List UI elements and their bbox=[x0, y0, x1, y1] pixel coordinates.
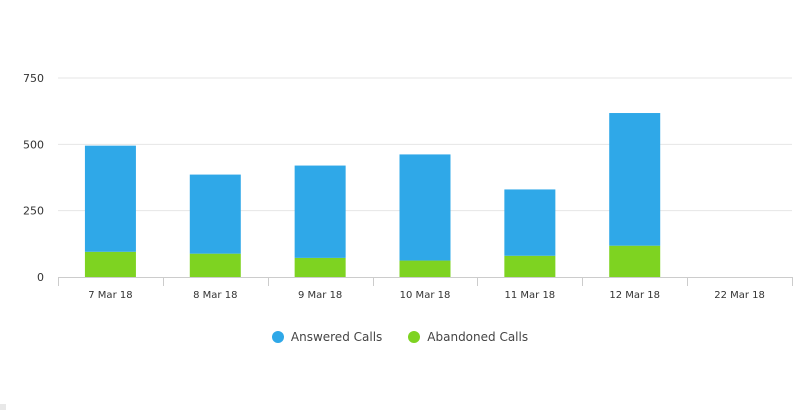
bar-answered-calls-5 bbox=[609, 113, 661, 246]
y-tick-label-0: 0 bbox=[37, 271, 44, 284]
y-tick-label-750: 750 bbox=[23, 72, 44, 85]
bar-answered-calls-1 bbox=[189, 174, 241, 254]
x-tick-label-0: 7 Mar 18 bbox=[88, 290, 132, 301]
bar-abandoned-calls-3 bbox=[399, 260, 451, 277]
bar-abandoned-calls-0 bbox=[84, 251, 136, 277]
legend-label-abandoned: Abandoned Calls bbox=[427, 330, 529, 344]
bar-answered-calls-4 bbox=[504, 189, 556, 256]
x-tick-label-3: 10 Mar 18 bbox=[400, 290, 451, 301]
legend-item-abandoned-calls[interactable]: Abandoned Calls bbox=[408, 330, 528, 344]
bar-abandoned-calls-5 bbox=[609, 245, 661, 277]
legend-item-answered-calls[interactable]: Answered Calls bbox=[271, 330, 383, 344]
x-tick-label-6: 22 Mar 18 bbox=[714, 290, 765, 301]
bar-answered-calls-0 bbox=[84, 145, 136, 252]
y-tick-label-500: 500 bbox=[23, 138, 44, 151]
bar-answered-calls-3 bbox=[399, 154, 451, 261]
bar-abandoned-calls-2 bbox=[294, 257, 346, 277]
legend-marker-abandoned bbox=[408, 331, 421, 343]
corner-decoration bbox=[0, 404, 6, 410]
legend-marker-answered bbox=[271, 331, 284, 343]
legend-label-answered: Answered Calls bbox=[290, 330, 383, 344]
bar-abandoned-calls-1 bbox=[189, 253, 241, 277]
x-tick-label-1: 8 Mar 18 bbox=[193, 290, 237, 301]
x-tick-label-5: 12 Mar 18 bbox=[609, 290, 660, 301]
bar-abandoned-calls-4 bbox=[504, 255, 556, 277]
x-tick-label-4: 11 Mar 18 bbox=[505, 290, 556, 301]
chart-legend: Answered Calls Abandoned Calls bbox=[0, 330, 800, 344]
y-tick-label-250: 250 bbox=[23, 205, 44, 218]
x-tick-label-2: 9 Mar 18 bbox=[298, 290, 342, 301]
bar-answered-calls-2 bbox=[294, 165, 346, 258]
